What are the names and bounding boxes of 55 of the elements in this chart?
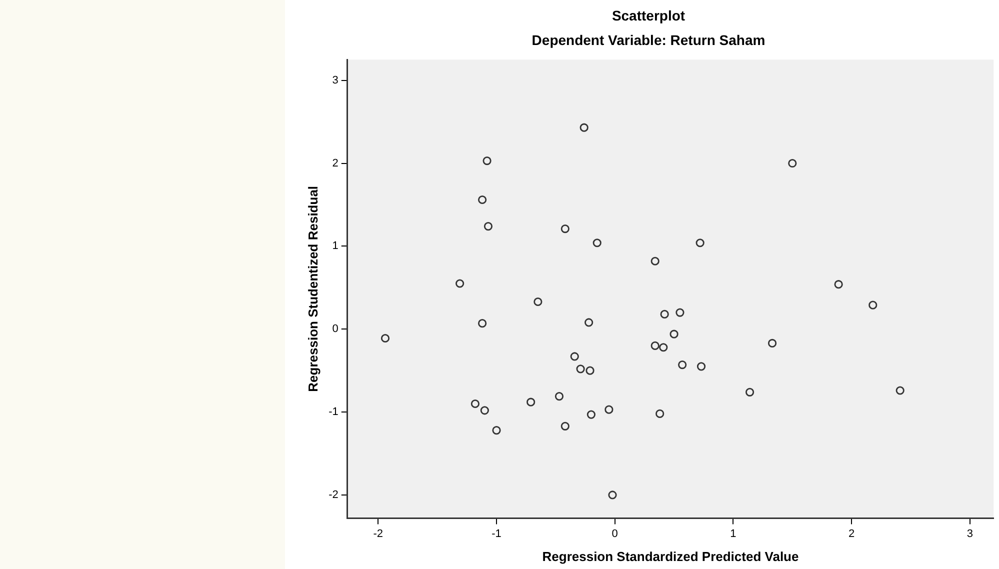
point (678, 360, 687, 370)
point (560, 422, 570, 430)
point (492, 426, 501, 435)
y-tick-label: -1 (328, 406, 338, 418)
point (570, 352, 579, 361)
point (526, 398, 536, 406)
point (380, 334, 390, 343)
point (768, 338, 777, 348)
x-axis-title: Regression Standardized Predicted Value (542, 548, 799, 564)
point (580, 123, 588, 132)
y-tick-label: -2 (328, 489, 338, 502)
x-tick-label: 2 (848, 528, 855, 540)
point (656, 409, 664, 418)
point (586, 366, 594, 375)
point (456, 279, 464, 288)
point (896, 386, 904, 395)
point (592, 238, 602, 248)
point (604, 405, 614, 414)
point (478, 319, 487, 328)
point (534, 297, 542, 306)
point (608, 490, 617, 500)
point (584, 318, 594, 327)
point (560, 224, 570, 234)
point (670, 330, 678, 338)
chart-title: Scatterplot (612, 7, 686, 24)
point (676, 308, 684, 317)
point (554, 392, 564, 401)
chart-subtitle: Dependent Variable: Return Saham (532, 32, 766, 48)
point (482, 156, 492, 166)
point (480, 406, 489, 415)
point (659, 343, 668, 352)
point (470, 399, 480, 408)
point (586, 410, 596, 419)
y-tick-label: 1 (332, 240, 338, 252)
y-tick-label: 3 (332, 74, 338, 86)
y-axis-title: Regression Studentized Residual (305, 186, 320, 392)
point (650, 341, 660, 350)
y-tick-label: 0 (332, 323, 338, 336)
x-tick-label: 1 (730, 528, 736, 540)
point (478, 195, 487, 204)
point (696, 362, 706, 371)
point (788, 158, 797, 168)
point (696, 238, 704, 248)
point (834, 280, 843, 289)
point (745, 388, 754, 396)
x-tick-label: 0 (612, 528, 618, 540)
point (650, 256, 660, 266)
y-tick-label: 2 (332, 157, 338, 170)
x-tick-label: 3 (966, 528, 973, 540)
point (484, 222, 493, 231)
point (868, 300, 878, 310)
x-tick-label: -2 (373, 528, 384, 540)
x-tick-label: -1 (492, 528, 502, 540)
point (576, 364, 585, 374)
point (660, 310, 669, 318)
